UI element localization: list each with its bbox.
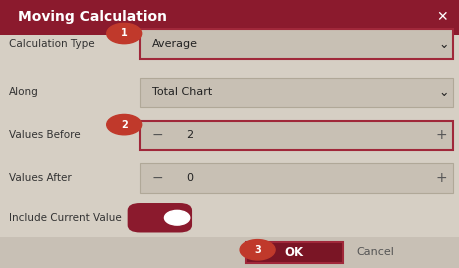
Text: Calculation Type: Calculation Type bbox=[9, 39, 95, 49]
Text: ⌄: ⌄ bbox=[438, 86, 448, 99]
Text: ✕: ✕ bbox=[435, 10, 447, 24]
FancyBboxPatch shape bbox=[140, 78, 452, 107]
Text: −: − bbox=[151, 128, 163, 142]
Text: Include Current Value: Include Current Value bbox=[9, 213, 122, 224]
Text: −: − bbox=[151, 171, 163, 185]
FancyBboxPatch shape bbox=[0, 35, 459, 237]
Text: Values Before: Values Before bbox=[9, 130, 81, 140]
Text: ⌄: ⌄ bbox=[438, 38, 448, 51]
Text: +: + bbox=[435, 128, 447, 142]
Text: 1: 1 bbox=[121, 28, 127, 39]
Text: 0: 0 bbox=[186, 173, 193, 183]
FancyBboxPatch shape bbox=[246, 242, 342, 263]
Circle shape bbox=[240, 240, 274, 260]
FancyBboxPatch shape bbox=[140, 29, 452, 59]
Text: 2: 2 bbox=[121, 120, 127, 130]
Text: Along: Along bbox=[9, 87, 39, 98]
Text: Total Chart: Total Chart bbox=[151, 87, 212, 98]
Text: Cancel: Cancel bbox=[355, 247, 393, 258]
Text: Moving Calculation: Moving Calculation bbox=[18, 10, 167, 24]
Circle shape bbox=[106, 23, 141, 44]
Text: OK: OK bbox=[284, 246, 303, 259]
FancyBboxPatch shape bbox=[127, 203, 192, 232]
Text: 3: 3 bbox=[254, 245, 260, 255]
FancyBboxPatch shape bbox=[140, 163, 452, 193]
Text: +: + bbox=[435, 171, 447, 185]
Circle shape bbox=[164, 210, 190, 225]
FancyBboxPatch shape bbox=[140, 121, 452, 150]
FancyBboxPatch shape bbox=[0, 237, 459, 268]
Circle shape bbox=[106, 114, 141, 135]
FancyBboxPatch shape bbox=[0, 0, 459, 35]
Text: Average: Average bbox=[151, 39, 197, 49]
Text: Values After: Values After bbox=[9, 173, 72, 183]
Text: 2: 2 bbox=[186, 130, 193, 140]
